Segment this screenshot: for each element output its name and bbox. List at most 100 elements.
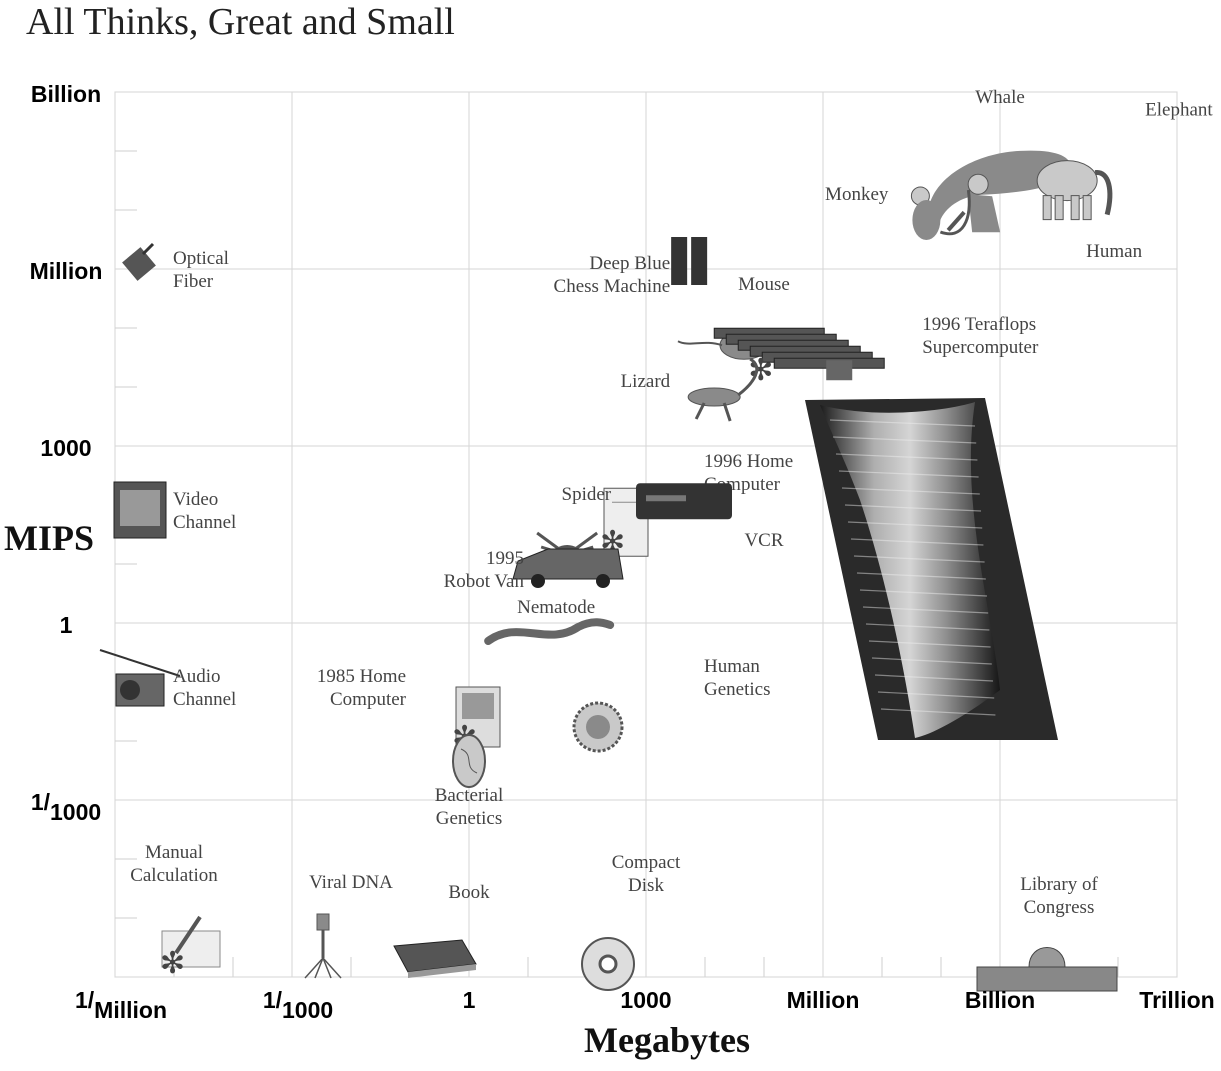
data-point: Lizard [621, 357, 759, 422]
x-tick-label: Million [787, 987, 860, 1013]
point-label: Library of Congress [1020, 874, 1098, 918]
data-point: 1996 Teraflops Supercomputer✻ [713, 314, 1039, 388]
manual-calculation-icon [161, 915, 221, 968]
tornado-streak [877, 691, 995, 699]
y-tick-label: 1000 [40, 435, 91, 461]
tornado-streak [880, 708, 996, 716]
x-axis-label: Megabytes [584, 1020, 750, 1060]
point-label: Audio Channel [173, 666, 236, 710]
point-label: Mouse [738, 274, 790, 295]
data-point: Audio Channel [99, 649, 236, 710]
tornado-streak [829, 419, 976, 427]
point-label: 1985 Home Computer [317, 666, 407, 710]
chart-title: All Thinks, Great and Small [26, 1, 455, 43]
data-point: Human Genetics [572, 656, 770, 753]
y-tick-label: Billion [31, 81, 101, 107]
tornado-funnel [820, 402, 1000, 738]
tornado-streak [874, 674, 994, 682]
point-label: Whale [975, 87, 1025, 108]
asterisk-icon: ✻ [160, 946, 185, 981]
library-icon [976, 947, 1118, 992]
tornado-streak [865, 623, 990, 631]
tornado-streak [871, 657, 992, 665]
y-tick-label: 1 [60, 612, 73, 638]
nematode-icon [484, 618, 615, 645]
point-label: Optical Fiber [173, 248, 229, 292]
data-point: Monkey [825, 184, 971, 240]
book-icon [393, 939, 477, 978]
tornado-streak [841, 487, 980, 495]
point-label: Lizard [621, 371, 671, 392]
data-point: 1996 Home Computer✻ [600, 451, 793, 560]
optical-fiber-icon [122, 242, 156, 281]
data-point: Nematode [484, 597, 615, 645]
tornado-streak [835, 453, 978, 461]
data-point: Bacterial Genetics [435, 734, 504, 829]
grid [114, 91, 1178, 978]
x-tick-label: 1 [463, 987, 476, 1013]
human-genetics-icon [572, 701, 624, 753]
lizard-icon [687, 357, 759, 422]
data-point: Deep Blue Chess Machine [554, 237, 708, 297]
vcr-icon [636, 483, 732, 520]
point-label: Spider [562, 484, 612, 505]
y-axis-label: MIPS [4, 518, 94, 558]
point-label: Manual Calculation [130, 842, 218, 886]
data-point: Library of Congress [976, 874, 1118, 992]
data-points: Whale Elephant Human Monkey Deep Blue Chess M… [99, 87, 1213, 992]
point-label: Monkey [825, 184, 889, 205]
data-point: Book [393, 882, 490, 978]
tornado-streak [862, 606, 989, 614]
data-point: Manual Calculation ✻ [130, 842, 221, 981]
point-label: Nematode [517, 597, 595, 618]
supercomputer-icon [713, 327, 885, 381]
point-label: Bacterial Genetics [435, 785, 504, 829]
robot-van-icon [512, 548, 624, 588]
audio-channel-icon [99, 649, 181, 707]
axis-ticks: 1/Million 1/1000 1 1000 Million Billion Trilli… [30, 81, 1215, 1023]
viral-dna-icon [304, 913, 342, 979]
x-tick-label: Billion [965, 987, 1035, 1013]
tornado-streak [850, 538, 984, 546]
point-label: VCR [744, 530, 783, 551]
tornado-streak [847, 521, 983, 529]
y-tick-label: 1/1000 [31, 789, 101, 825]
tornado-streak [859, 589, 988, 597]
data-point: Human [946, 173, 1143, 262]
point-label: Human Genetics [704, 656, 770, 700]
point-label: Video Channel [173, 489, 236, 533]
x-tick-label: 1000 [620, 987, 671, 1013]
point-label: Book [448, 882, 490, 903]
data-point: 1995 Robot Van [444, 548, 624, 592]
human-icon [946, 173, 1001, 233]
x-tick-label: Trillion [1139, 987, 1214, 1013]
bacterial-genetics-icon [452, 734, 486, 788]
tornado-streak [853, 555, 985, 563]
data-point: Optical Fiber [122, 242, 229, 292]
monkey-icon [910, 186, 971, 240]
x-tick-label: 1/1000 [263, 987, 333, 1023]
tornado-streak [832, 436, 977, 444]
point-label: Compact Disk [612, 852, 681, 896]
data-point: Compact Disk [581, 852, 681, 991]
video-channel-icon [113, 481, 167, 539]
point-label: 1995 Robot Van [444, 548, 525, 592]
point-label: 1996 Teraflops Supercomputer [922, 314, 1039, 358]
data-point: Elephant [1036, 100, 1213, 221]
chess-machine-icon [671, 237, 708, 285]
point-label: Elephant [1145, 100, 1213, 121]
tornado-image [805, 398, 1058, 740]
tornado-streak [856, 572, 986, 580]
data-point: Viral DNA [304, 872, 393, 979]
tornado-streak [844, 504, 982, 512]
x-tick-label: 1/Million [75, 987, 167, 1023]
data-point: VCR [636, 483, 784, 551]
y-tick-label: Million [30, 258, 103, 284]
elephant-icon [1036, 160, 1113, 221]
tornado-streak [868, 640, 991, 648]
data-point: Video Channel [113, 481, 236, 539]
tornado-streak [838, 470, 979, 478]
point-label: Human [1086, 241, 1142, 262]
point-label: Viral DNA [309, 872, 393, 893]
